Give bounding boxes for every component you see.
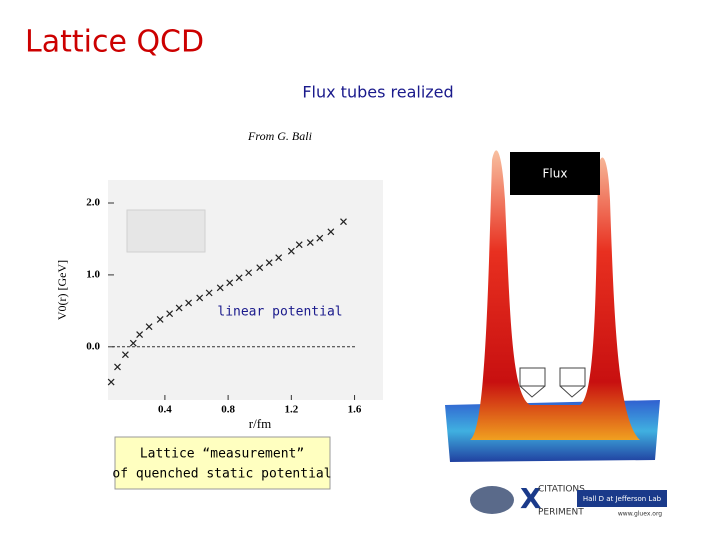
point xyxy=(265,259,273,267)
logo-text: Hall D at Jefferson Lab xyxy=(583,495,662,503)
credit: From G. Bali xyxy=(247,129,312,143)
point xyxy=(235,274,243,282)
point xyxy=(245,269,253,277)
flux-tube-image: Flux xyxy=(445,150,660,462)
logo-text: www.gluex.org xyxy=(618,511,662,518)
point xyxy=(185,299,193,307)
point xyxy=(226,279,234,287)
point xyxy=(316,234,324,242)
logos: X CITATIONS PERIMENT Hall D at Jefferson… xyxy=(470,482,667,518)
point xyxy=(256,264,264,272)
annotation-line: of quenched static potential xyxy=(112,467,331,482)
x-tick-label: 0.8 xyxy=(221,404,235,416)
x-axis-label: r/fm xyxy=(249,416,271,431)
point xyxy=(114,363,121,371)
hall-d-logo xyxy=(577,490,667,507)
y-tick-label: 2.0 xyxy=(86,197,100,209)
arrow xyxy=(519,385,546,398)
flux-peaks xyxy=(470,150,640,441)
point xyxy=(340,218,347,226)
point xyxy=(145,323,153,331)
point xyxy=(196,294,204,302)
y-tick-label: 0.0 xyxy=(86,340,100,352)
gluex-logo xyxy=(470,486,514,514)
annotation-line: Lattice “measurement” xyxy=(140,447,304,462)
logo-text: PERIMENT xyxy=(538,508,584,518)
gluex-x: X xyxy=(520,482,542,515)
point xyxy=(121,351,129,359)
label-box xyxy=(510,152,600,195)
slide-title: Lattice QCD xyxy=(25,25,204,60)
point xyxy=(129,339,137,347)
point xyxy=(327,228,335,236)
arrow xyxy=(519,367,546,387)
annotation: linear potential xyxy=(217,305,342,320)
point xyxy=(287,247,295,255)
inset-box xyxy=(126,209,206,253)
x-tick-label: 1.6 xyxy=(348,404,362,416)
x-tick-label: 0.4 xyxy=(158,404,172,416)
logo-text: CITATIONS xyxy=(538,485,585,495)
point xyxy=(156,316,164,323)
image-label: Flux xyxy=(543,167,568,181)
point xyxy=(295,241,303,249)
point xyxy=(107,378,115,386)
y-axis-label: V0(r) [GeV] xyxy=(55,260,69,320)
point xyxy=(306,239,314,246)
chart: 0.0 1.0 2.0 0.4 0.8 1.2 1.6 r/fm V0(r) [GeV] line… xyxy=(55,180,383,431)
point xyxy=(166,310,174,318)
arrow xyxy=(559,385,586,398)
x-tick-label: 1.2 xyxy=(284,404,298,416)
point xyxy=(205,289,213,297)
subtitle: Flux tubes realized xyxy=(302,83,453,102)
point xyxy=(275,254,283,262)
point xyxy=(136,331,144,338)
point xyxy=(216,284,224,292)
y-tick-label: 1.0 xyxy=(86,268,100,280)
point xyxy=(175,304,183,312)
arrow xyxy=(559,367,586,387)
annotation-box xyxy=(114,436,331,490)
